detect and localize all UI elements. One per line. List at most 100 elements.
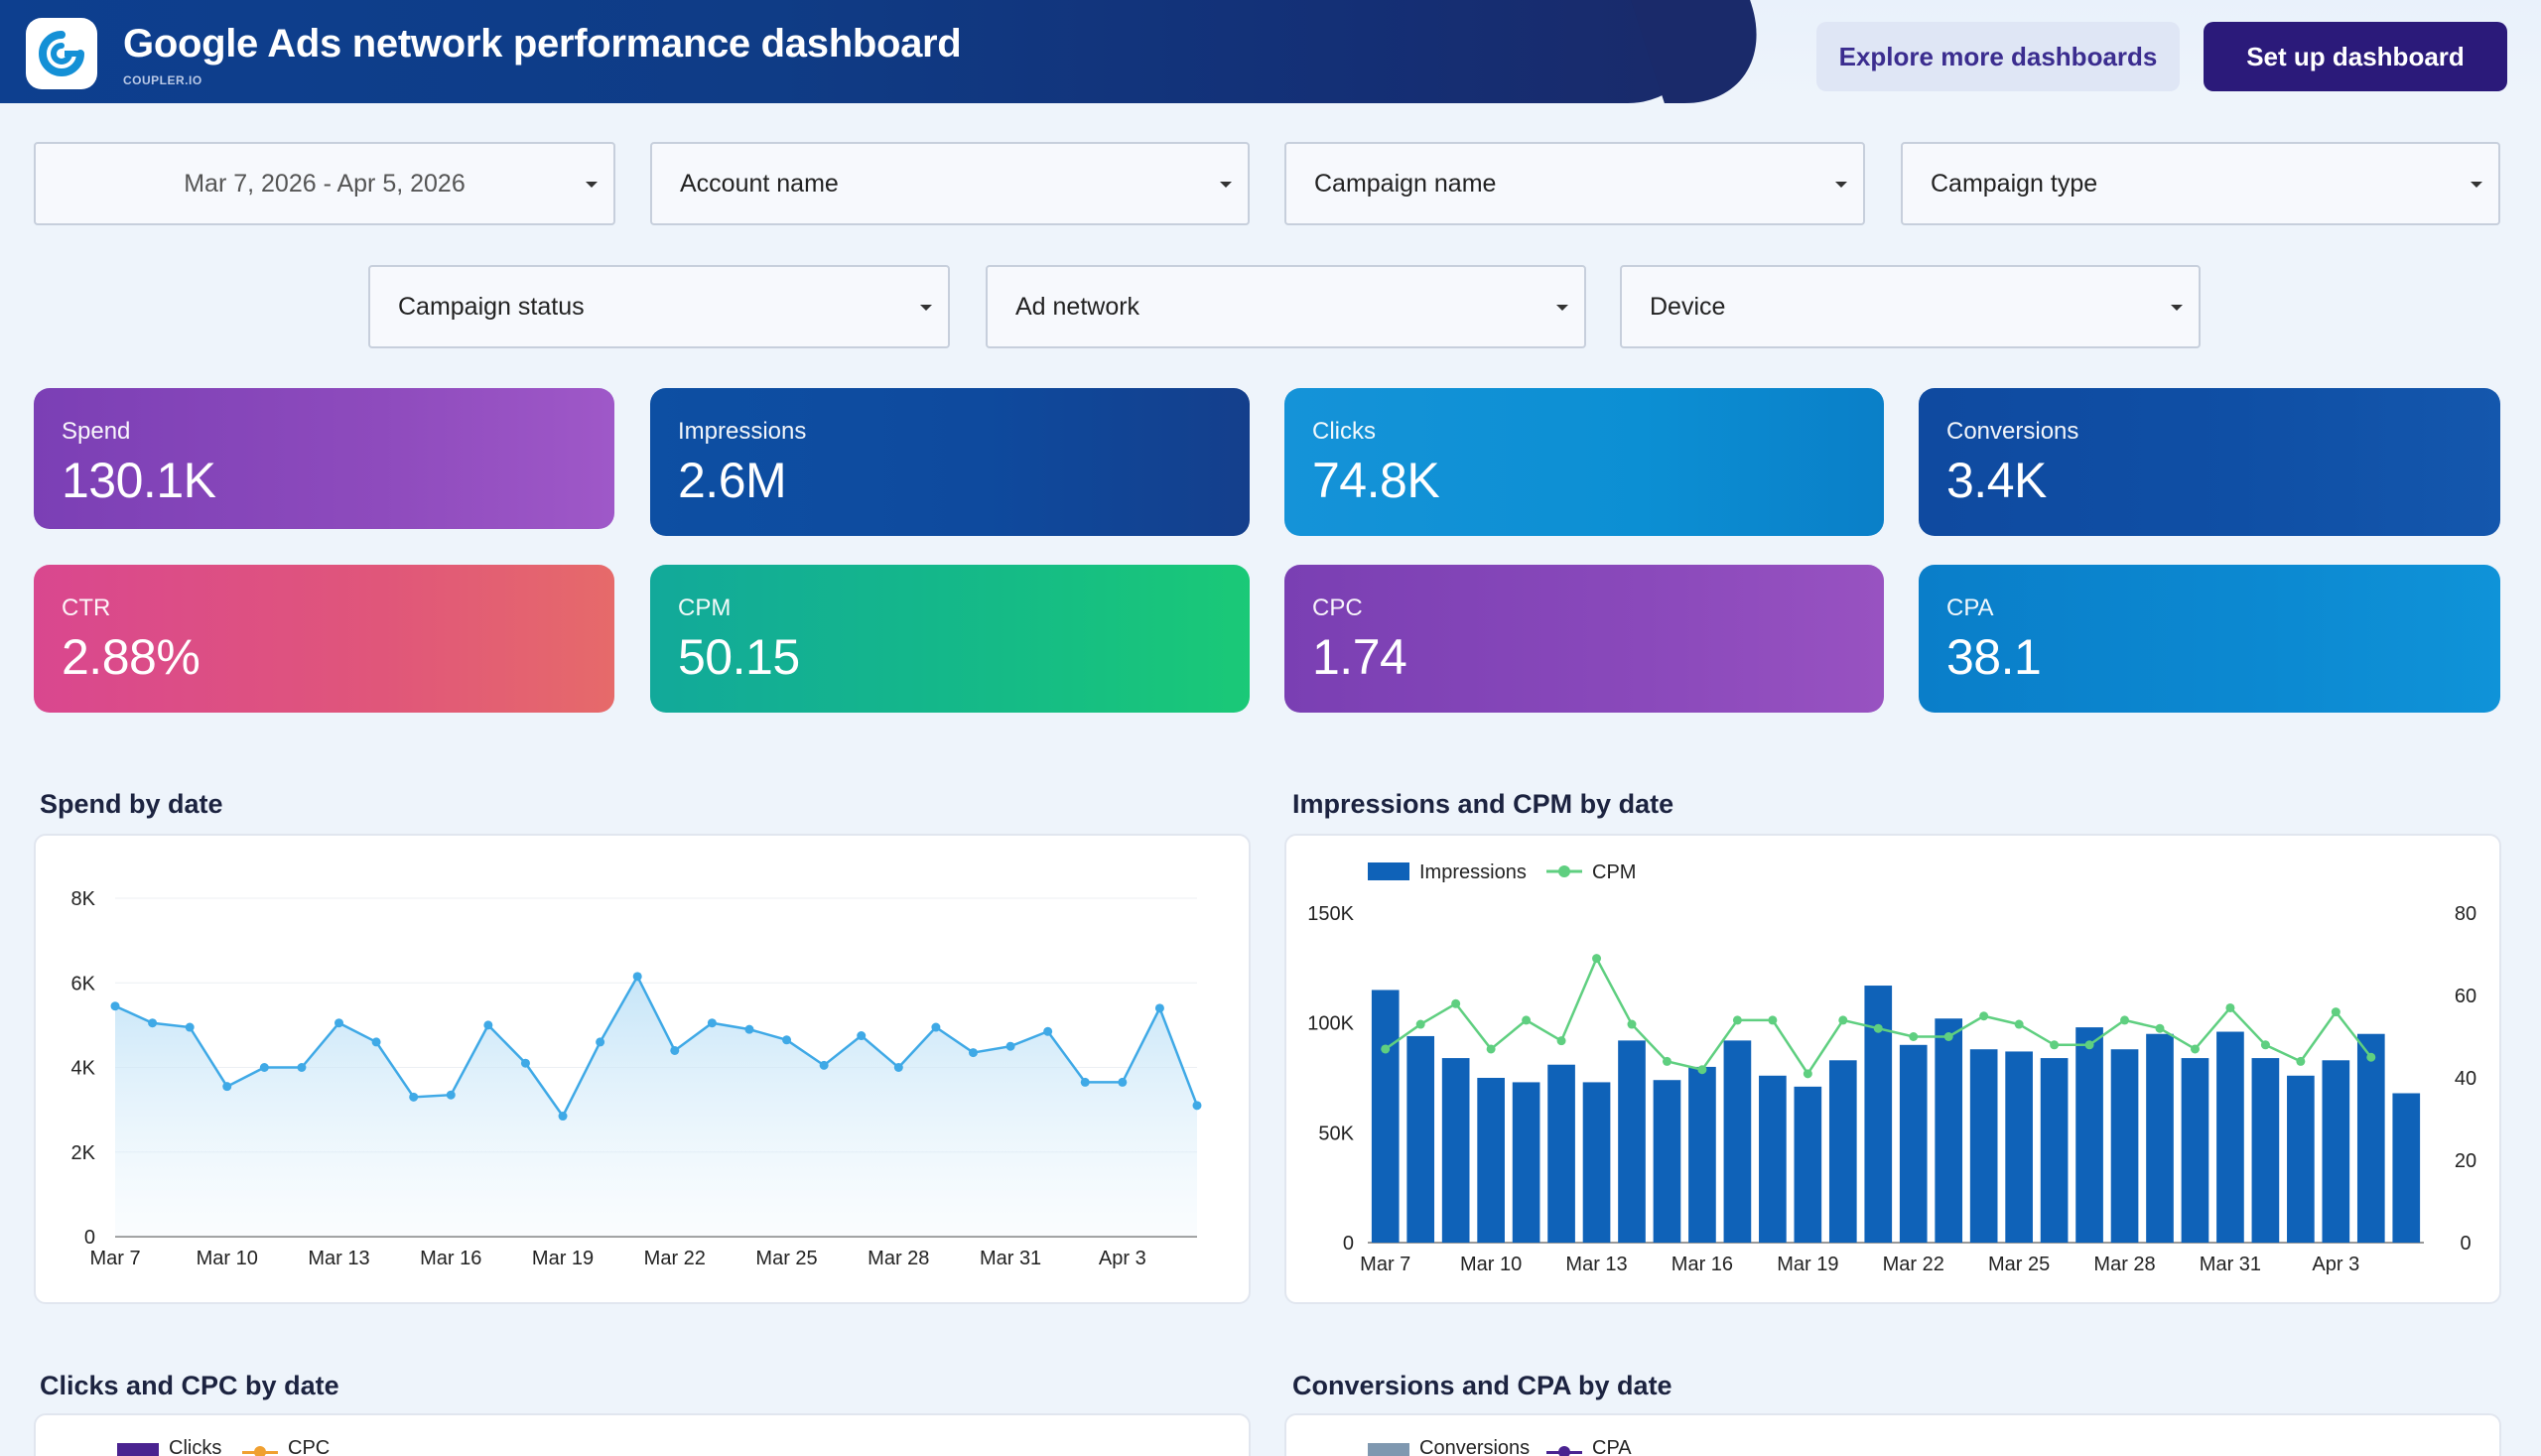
kpi-label: Conversions (1946, 418, 2079, 445)
impressions-bar (2392, 1093, 2421, 1243)
x-tick-label: Mar 31 (980, 1248, 1041, 1269)
x-tick-label: Mar 7 (1360, 1254, 1410, 1275)
cpm-point (1627, 1019, 1637, 1029)
date-range-value: Mar 7, 2026 - Apr 5, 2026 (184, 169, 466, 198)
x-tick-label: Apr 3 (2312, 1254, 2359, 1275)
spend-point (596, 1037, 605, 1047)
legend-label-conversions: Conversions (1419, 1437, 1531, 1456)
spend-point (1154, 1003, 1164, 1013)
explore-dashboards-button[interactable]: Explore more dashboards (1816, 22, 2180, 91)
header-banner (0, 0, 1707, 103)
impressions-bar (1969, 1049, 1998, 1243)
spend-point (110, 1001, 120, 1011)
spend-by-date-title: Spend by date (40, 789, 223, 819)
campaign-name-filter[interactable]: Campaign name (1284, 142, 1865, 225)
impressions-bar (1512, 1082, 1540, 1243)
spend-point (297, 1063, 307, 1072)
y-tick-label: 8K (71, 888, 96, 910)
spend-point (782, 1035, 792, 1045)
impressions-bar (1653, 1080, 1681, 1243)
device-filter[interactable]: Device (1620, 265, 2201, 348)
spend-point (670, 1045, 680, 1055)
y-right-tick-label: 0 (2460, 1233, 2471, 1255)
y-left-tick-label: 50K (1318, 1123, 1354, 1144)
chevron-down-icon (586, 182, 598, 188)
spend-point (632, 972, 642, 982)
spend-point (558, 1112, 568, 1122)
y-right-tick-label: 60 (2455, 986, 2476, 1007)
x-tick-label: Mar 7 (89, 1248, 140, 1269)
date-range-filter[interactable]: Mar 7, 2026 - Apr 5, 2026 (34, 142, 615, 225)
spend-area (115, 976, 1197, 1237)
cpm-point (1451, 998, 1461, 1008)
x-tick-label: Mar 16 (420, 1248, 481, 1269)
cpm-point (1979, 1011, 1989, 1021)
x-tick-label: Mar 13 (308, 1248, 369, 1269)
x-tick-label: Mar 31 (2200, 1254, 2261, 1275)
ad-network-label: Ad network (1015, 292, 1140, 321)
impressions-bar (1618, 1040, 1646, 1243)
cpm-point (2014, 1019, 2024, 1029)
y-tick-label: 6K (71, 973, 96, 994)
x-tick-label: Mar 19 (532, 1248, 594, 1269)
legend-label-cpc: CPC (288, 1437, 331, 1456)
y-tick-label: 4K (71, 1058, 96, 1080)
campaign-status-filter[interactable]: Campaign status (368, 265, 950, 348)
ad-network-filter[interactable]: Ad network (986, 265, 1586, 348)
spend-point (185, 1022, 195, 1032)
impressions-bar (1547, 1064, 1575, 1243)
cpm-point (1697, 1065, 1707, 1075)
kpi-label: Impressions (678, 418, 807, 445)
impressions-bar (1794, 1086, 1822, 1243)
setup-dashboard-button[interactable]: Set up dashboard (2204, 22, 2507, 91)
spend-point (744, 1024, 754, 1034)
campaign-type-filter[interactable]: Campaign type (1901, 142, 2500, 225)
spend-point (334, 1018, 344, 1028)
impressions-bar (2040, 1058, 2069, 1243)
kpi-ctr: CTR 2.88% (34, 565, 614, 713)
campaign-type-label: Campaign type (1931, 169, 2098, 198)
impressions-bar (1935, 1018, 1963, 1243)
legend-dot-cpc (254, 1446, 266, 1456)
impressions-bar (2216, 1031, 2244, 1243)
impressions-bar (2322, 1060, 2350, 1243)
cpm-point (1768, 1015, 1778, 1025)
kpi-label: CPA (1946, 595, 1994, 621)
spend-point (520, 1058, 530, 1068)
device-label: Device (1650, 292, 1726, 321)
legend-label-cpa: CPA (1592, 1437, 1632, 1456)
spend-point (1118, 1077, 1128, 1087)
clicks-cpc-title: Clicks and CPC by date (40, 1371, 339, 1400)
account-name-label: Account name (680, 169, 839, 198)
cpm-point (1486, 1044, 1496, 1054)
brand-subtitle: COUPLER.IO (123, 73, 202, 87)
kpi-cpa: CPA 38.1 (1919, 565, 2500, 713)
x-tick-label: Mar 10 (1460, 1254, 1522, 1275)
impressions-bar (2146, 1033, 2174, 1243)
kpi-spend: Spend 130.1K (34, 388, 614, 529)
kpi-value: 3.4K (1946, 453, 2047, 508)
kpi-clicks: Clicks 74.8K (1284, 388, 1884, 536)
campaign-name-label: Campaign name (1314, 169, 1497, 198)
spend-point (148, 1018, 158, 1028)
kpi-value: 1.74 (1312, 629, 1407, 685)
cpm-point (1415, 1019, 1425, 1029)
cpm-point (2225, 1002, 2235, 1012)
spend-point (968, 1048, 978, 1058)
kpi-impressions: Impressions 2.6M (650, 388, 1250, 536)
chevron-down-icon (920, 305, 932, 311)
spend-point (483, 1020, 493, 1030)
clicks-chart-panel: Clicks CPC (34, 1413, 1251, 1456)
chevron-down-icon (2171, 305, 2183, 311)
cpm-point (2296, 1056, 2306, 1066)
legend-swatch-clicks (117, 1443, 159, 1456)
cpm-point (2084, 1040, 2094, 1050)
impressions-bar (2181, 1058, 2209, 1243)
spend-point (1043, 1026, 1053, 1036)
impressions-chart-panel: 0 50K 100K 150K 0 20 40 60 80 Mar 7 Mar 10 Mar 13 Ma… (1284, 834, 2501, 1304)
account-name-filter[interactable]: Account name (650, 142, 1250, 225)
impressions-bar (2287, 1075, 2315, 1243)
spend-point (931, 1022, 941, 1032)
legend-label-clicks: Clicks (169, 1437, 222, 1456)
conversions-chart-panel: Conversions CPA (1284, 1413, 2501, 1456)
